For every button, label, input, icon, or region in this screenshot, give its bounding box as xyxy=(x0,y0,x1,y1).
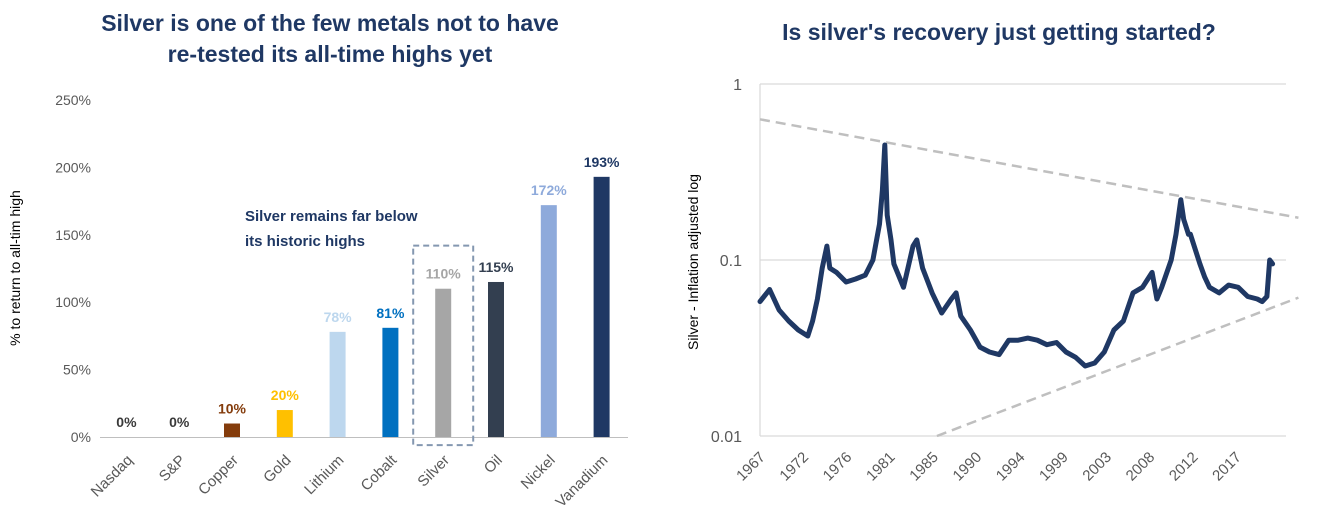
left-chart-title-line-1: Silver is one of the few metals not to h… xyxy=(101,10,559,36)
annotation-line-2: its historic highs xyxy=(245,233,365,250)
x-tick-label: S&P xyxy=(156,452,189,485)
y-tick-label: 0.01 xyxy=(711,429,742,446)
bar-chart: % to return to all-tim high 0% 50% 100% 150%… xyxy=(7,92,628,511)
x-tick-label: 2003 xyxy=(1079,449,1115,485)
y-tick-label: 200% xyxy=(55,159,91,175)
bar-vanadium xyxy=(593,176,610,437)
y-tick-label: 100% xyxy=(55,294,91,310)
x-tick-label: 1976 xyxy=(820,449,856,485)
y-axis-label: % to return to all-tim high xyxy=(7,190,23,346)
x-tick-label: Vanadium xyxy=(552,452,611,511)
data-label: 115% xyxy=(478,259,514,275)
y-tick-label: 0.1 xyxy=(720,253,742,270)
y-tick-label: 50% xyxy=(63,362,91,378)
x-tick-label: 1972 xyxy=(776,449,812,485)
x-tick-label: Gold xyxy=(260,452,294,486)
y-axis-label: Silver - Inflation adjusted log xyxy=(685,174,701,350)
x-tick-label: Copper xyxy=(195,452,242,499)
x-tick-label: 1999 xyxy=(1036,449,1072,485)
x-tick-label: 2008 xyxy=(1123,449,1159,485)
x-tick-label: 1967 xyxy=(733,449,769,485)
x-tick-label: Cobalt xyxy=(358,451,401,494)
x-tick-label: 1981 xyxy=(863,449,899,485)
line-chart: 0.01 0.1 1 Silver - Inflation adjusted log 1… xyxy=(685,77,1299,485)
left-chart-panel: Silver is one of the few metals not to h… xyxy=(0,0,660,530)
data-label: 81% xyxy=(376,305,405,321)
x-tick-label: Oil xyxy=(481,452,506,477)
x-tick-label: 2012 xyxy=(1166,449,1202,485)
y-tick-label: 1 xyxy=(733,77,742,94)
bar-gold xyxy=(276,410,293,437)
data-label: 20% xyxy=(271,387,300,403)
data-label: 193% xyxy=(584,154,620,170)
data-label: 78% xyxy=(324,309,353,325)
bar-silver xyxy=(435,288,452,437)
bar-oil xyxy=(488,281,504,437)
left-chart-title-line-2: re-tested its all-time highs yet xyxy=(167,41,493,67)
right-chart-title: Is silver's recovery just getting starte… xyxy=(782,19,1216,45)
bar-nickel xyxy=(540,205,557,437)
left-chart-title: Silver is one of the few metals not to h… xyxy=(0,8,660,70)
silver-highlight-box xyxy=(412,244,475,447)
trend-line xyxy=(936,296,1299,438)
data-label: 172% xyxy=(531,182,567,198)
x-tick-label: Nickel xyxy=(518,452,559,493)
data-label: 0% xyxy=(116,414,137,430)
x-tick-label: 2017 xyxy=(1209,449,1245,485)
data-label: 110% xyxy=(426,266,462,282)
x-tick-label: 1994 xyxy=(993,449,1029,485)
x-tick-label: 1990 xyxy=(950,449,986,485)
x-tick-label: 1985 xyxy=(906,449,942,485)
right-chart-panel: Is silver's recovery just getting starte… xyxy=(660,0,1338,530)
x-tick-label: Nasdaq xyxy=(88,452,137,501)
bar-copper xyxy=(224,423,240,437)
data-label: 0% xyxy=(169,414,190,430)
data-label: 10% xyxy=(218,401,247,417)
trend-line xyxy=(759,118,1299,219)
y-tick-label: 0% xyxy=(71,429,91,445)
bar-lithium xyxy=(329,331,346,437)
y-tick-label: 150% xyxy=(55,227,91,243)
x-tick-label: Silver xyxy=(414,452,453,491)
y-tick-label: 250% xyxy=(55,92,91,108)
x-tick-label: Lithium xyxy=(301,452,347,498)
bar-cobalt xyxy=(382,327,399,437)
annotation-line-1: Silver remains far below xyxy=(245,208,418,225)
silver-price-line xyxy=(757,142,1276,369)
